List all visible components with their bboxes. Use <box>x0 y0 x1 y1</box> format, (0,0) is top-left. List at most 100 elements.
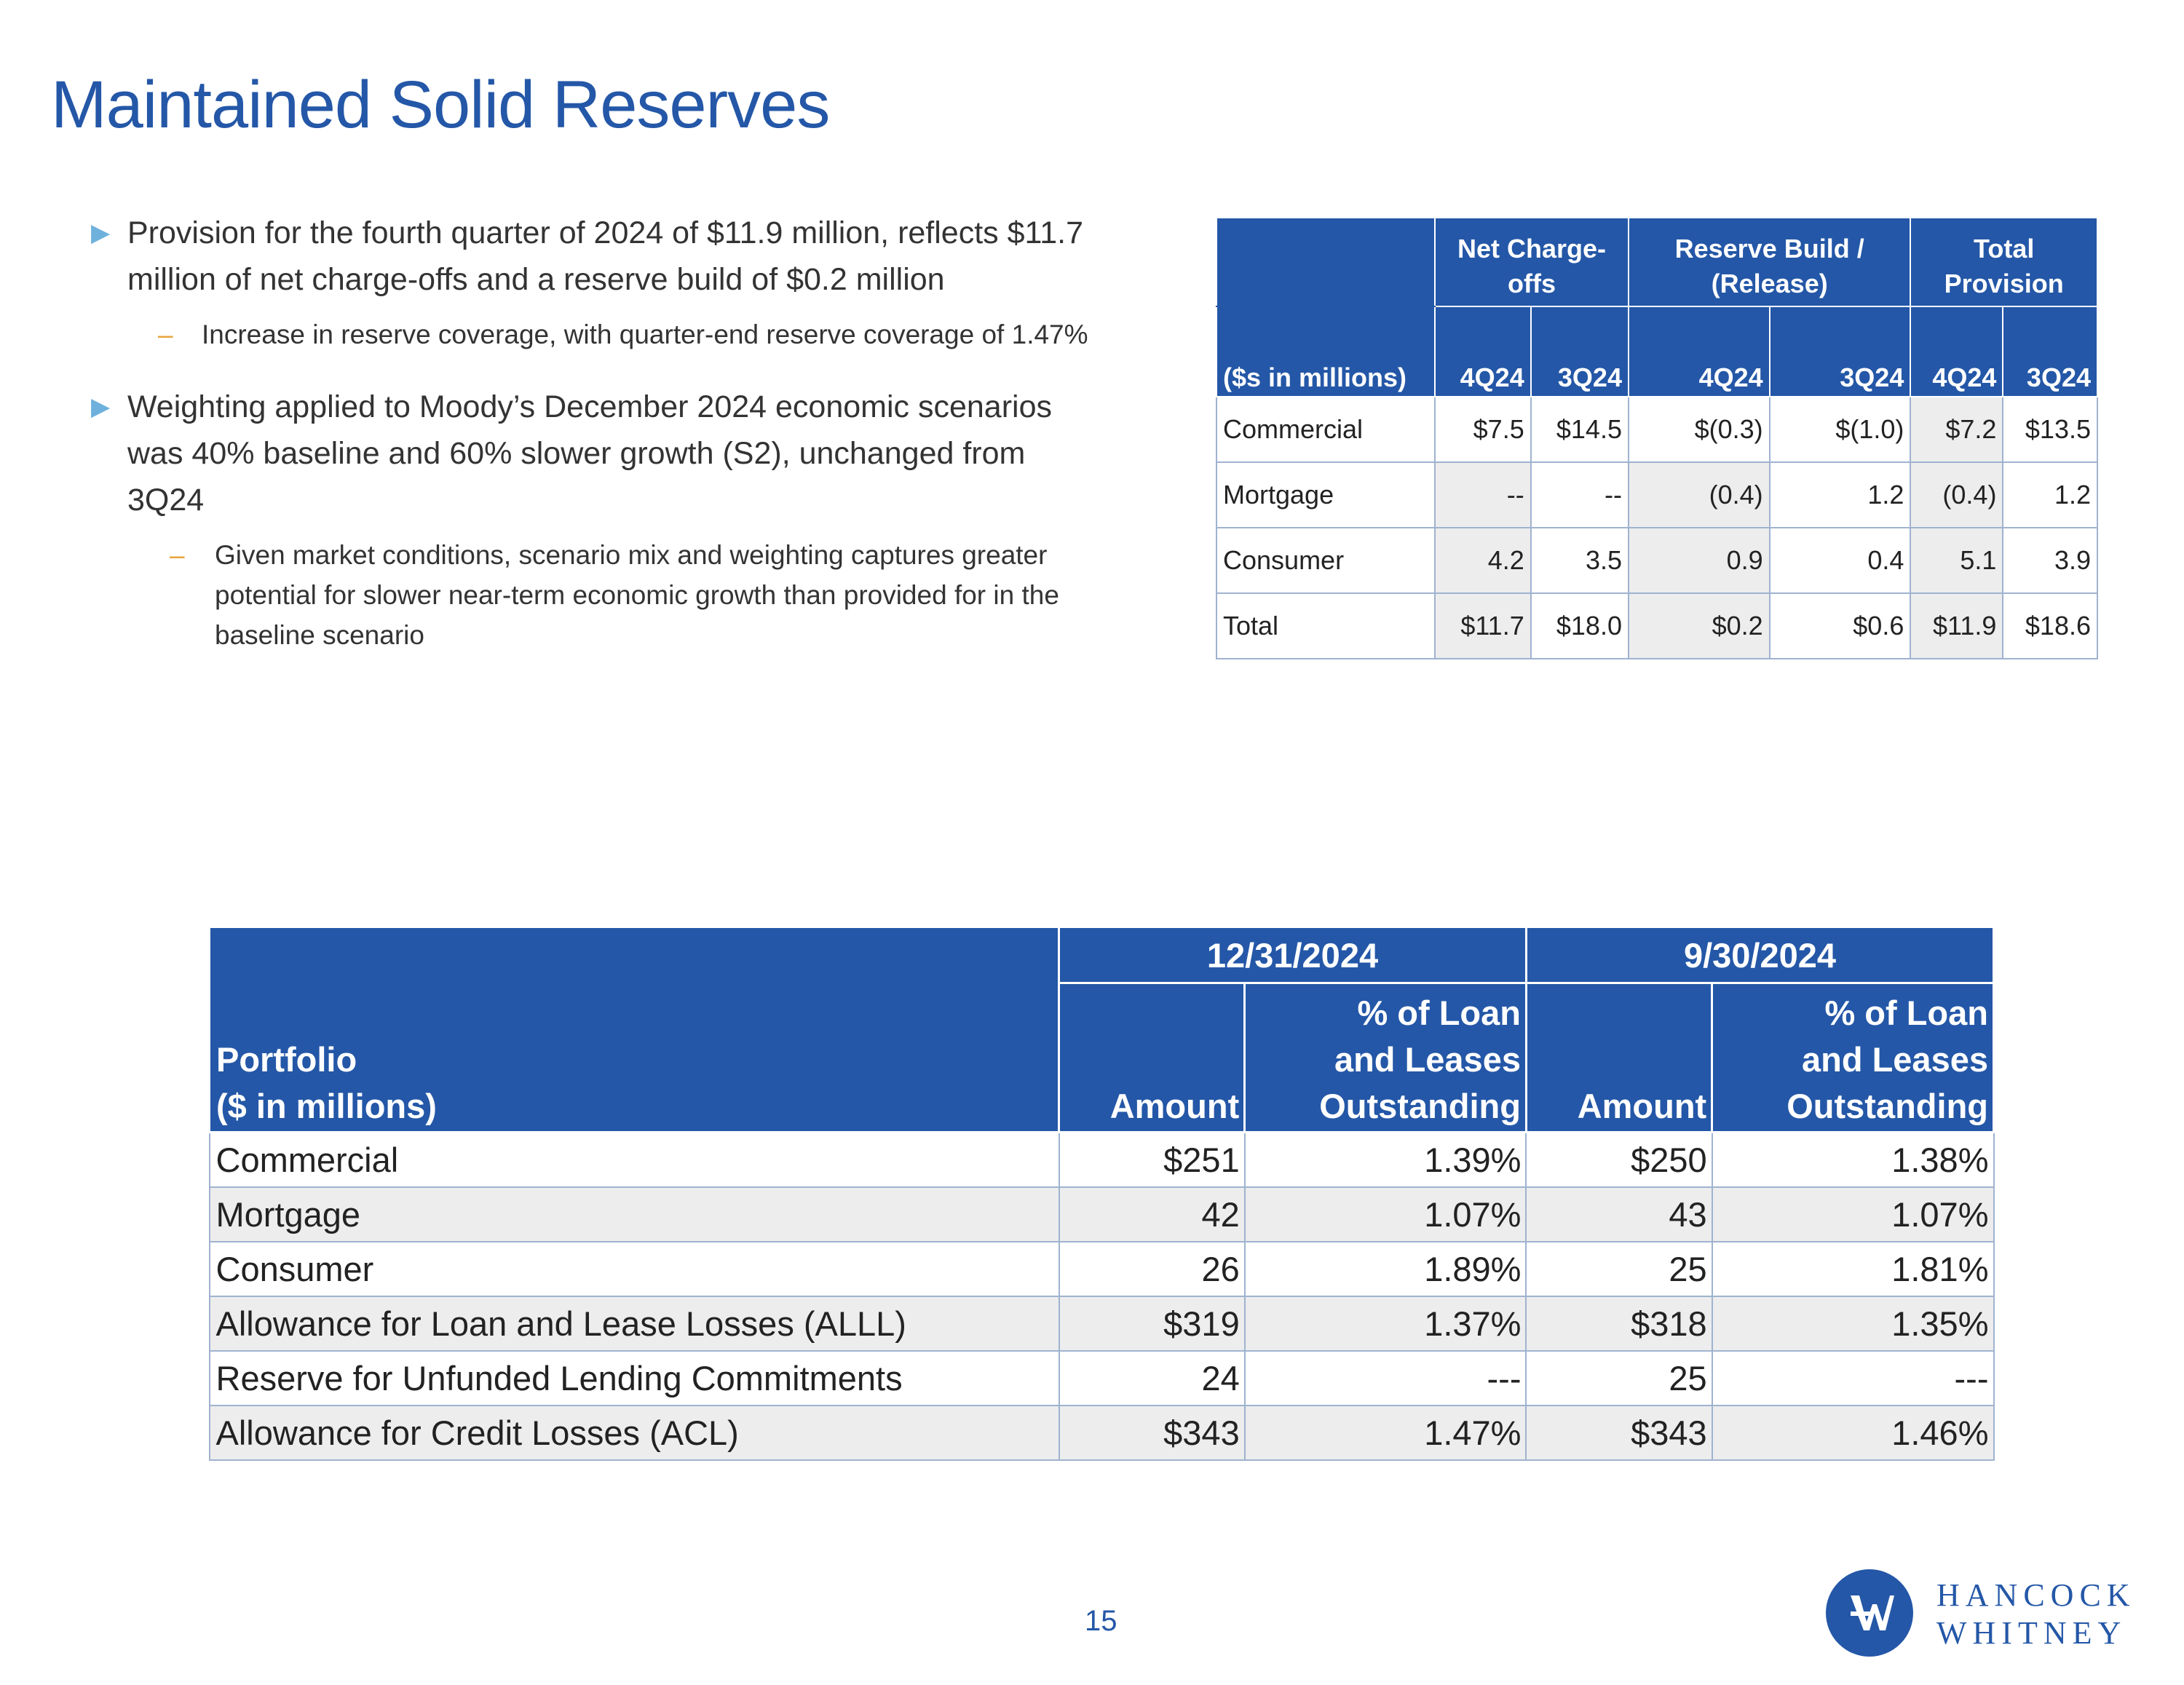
group-header-net-charge-offs: Net Charge-offs <box>1434 217 1629 307</box>
table-cell: 25 <box>1525 1241 1713 1297</box>
table-cell: $0.6 <box>1768 592 1912 659</box>
table-cell: $250 <box>1525 1131 1713 1188</box>
pct-line: Outstanding <box>1787 1087 1988 1125</box>
group-header-reserve-build: Reserve Build / (Release) <box>1627 217 1912 307</box>
bullet-list: ▶ Provision for the fourth quarter of 20… <box>91 210 1110 655</box>
table-cell: $11.9 <box>1910 592 2004 659</box>
bullet-item: ▶ Provision for the fourth quarter of 20… <box>91 210 1110 303</box>
table-cell: 1.37% <box>1243 1296 1527 1352</box>
dash-icon: – <box>158 320 173 349</box>
pct-line: and Leases <box>1334 1040 1521 1079</box>
table-cell: $343 <box>1058 1405 1246 1461</box>
logo-line-2: WHITNEY <box>1936 1615 2127 1651</box>
table-cell: $13.5 <box>2002 396 2098 463</box>
bullet-item: ▶ Weighting applied to Moody’s December … <box>91 384 1110 523</box>
group-header-total-provision: Total Provision <box>1910 217 2098 307</box>
table-cell: $18.6 <box>2002 592 2098 659</box>
bullet-text: Weighting applied to Moody’s December 20… <box>127 389 1053 518</box>
column-header-amount: Amount <box>1524 982 1714 1133</box>
table-cell: 43 <box>1525 1186 1713 1242</box>
pct-line: % of Loan <box>1824 994 1988 1032</box>
column-header-amount: Amount <box>1057 982 1246 1133</box>
table-cell: 1.38% <box>1711 1131 1995 1188</box>
logo-mark-icon <box>1826 1569 1913 1657</box>
table-cell: $7.2 <box>1910 396 2004 463</box>
table-row: Mortgage 42 1.07% 43 1.07% <box>208 1186 1995 1242</box>
table-row: Allowance for Credit Losses (ACL) $343 1… <box>208 1405 1995 1461</box>
table-cell: 1.81% <box>1711 1241 1995 1297</box>
unit-label: ($s in millions) <box>1216 306 1436 397</box>
table-cell: $319 <box>1058 1296 1246 1352</box>
row-label: Commercial <box>1216 396 1436 463</box>
sub-bullet-item: – Given market conditions, scenario mix … <box>91 535 1110 655</box>
table-cell: (0.4) <box>1910 461 2004 528</box>
pct-line: % of Loan <box>1357 994 1521 1032</box>
logo-wordmark: HANCOCK WHITNEY <box>1936 1577 2136 1652</box>
table-cell: $18.0 <box>1530 592 1629 659</box>
table-cell: --- <box>1711 1350 1995 1406</box>
table-cell: 4.2 <box>1434 527 1532 594</box>
row-label: Consumer <box>208 1241 1060 1297</box>
portfolio-label: Portfolio <box>216 1040 357 1079</box>
table-cell: $11.7 <box>1434 592 1532 659</box>
table-cell: $7.5 <box>1434 396 1532 463</box>
bullet-text: Provision for the fourth quarter of 2024… <box>127 215 1084 297</box>
provision-table: Net Charge-offs Reserve Build / (Release… <box>1216 217 2098 659</box>
table-cell: $14.5 <box>1530 396 1629 463</box>
row-label: Total <box>1216 592 1436 659</box>
table-row: Mortgage -- -- (0.4) 1.2 (0.4) 1.2 <box>1216 461 2098 528</box>
row-label: Reserve for Unfunded Lending Commitments <box>208 1350 1060 1406</box>
column-header-pct: % of Loan and Leases Outstanding <box>1711 982 1995 1133</box>
sub-bullet-text: Increase in reserve coverage, with quart… <box>202 320 1088 349</box>
table-cell: $318 <box>1525 1296 1713 1352</box>
table-cell: $(0.3) <box>1627 396 1770 463</box>
table-cell: 1.2 <box>1768 461 1912 528</box>
table-row: Allowance for Loan and Lease Losses (ALL… <box>208 1296 1995 1352</box>
table-cell: 24 <box>1058 1350 1246 1406</box>
triangle-right-icon: ▶ <box>91 393 111 421</box>
table-cell: -- <box>1530 461 1629 528</box>
table-cell: 5.1 <box>1910 527 2004 594</box>
table-row: Reserve for Unfunded Lending Commitments… <box>208 1350 1995 1406</box>
table-row: Commercial $251 1.39% $250 1.38% <box>208 1131 1995 1188</box>
column-header: 3Q24 <box>2002 306 2098 397</box>
page-title: Maintained Solid Reserves <box>51 68 830 142</box>
reserve-table: Portfolio ($ in millions) 12/31/2024 9/3… <box>208 926 1995 1461</box>
table-row: Commercial $7.5 $14.5 $(0.3) $(1.0) $7.2… <box>1216 396 2098 463</box>
table-cell: 1.46% <box>1711 1405 1995 1461</box>
row-label: Allowance for Credit Losses (ACL) <box>208 1405 1060 1461</box>
logo-line-1: HANCOCK <box>1936 1577 2136 1613</box>
sub-bullet-text: Given market conditions, scenario mix an… <box>215 540 1059 650</box>
table-cell: 1.39% <box>1243 1131 1527 1188</box>
unit-label: ($ in millions) <box>216 1087 437 1125</box>
row-label: Allowance for Loan and Lease Losses (ALL… <box>208 1296 1060 1352</box>
table-cell: $343 <box>1525 1405 1713 1461</box>
table-cell: 42 <box>1058 1186 1246 1242</box>
column-header: 4Q24 <box>1627 306 1770 397</box>
table-cell: 1.47% <box>1243 1405 1527 1461</box>
table-row: Consumer 4.2 3.5 0.9 0.4 5.1 3.9 <box>1216 527 2098 594</box>
table-cell: $0.2 <box>1627 592 1770 659</box>
table-cell: 0.4 <box>1768 527 1912 594</box>
table-cell: 1.35% <box>1711 1296 1995 1352</box>
table-cell: 25 <box>1525 1350 1713 1406</box>
column-header: 3Q24 <box>1768 306 1912 397</box>
table-cell: 1.07% <box>1711 1186 1995 1242</box>
table-cell: 3.9 <box>2002 527 2098 594</box>
row-label: Mortgage <box>1216 461 1436 528</box>
row-label: Consumer <box>1216 527 1436 594</box>
table-cell: 1.07% <box>1243 1186 1527 1242</box>
date-header: 12/31/2024 <box>1058 926 1527 984</box>
column-header-pct: % of Loan and Leases Outstanding <box>1243 982 1527 1133</box>
triangle-right-icon: ▶ <box>91 219 111 247</box>
table-cell: (0.4) <box>1627 461 1770 528</box>
column-header: 4Q24 <box>1910 306 2004 397</box>
pct-line: and Leases <box>1801 1040 1988 1079</box>
row-label: Mortgage <box>208 1186 1060 1242</box>
table-cell: -- <box>1434 461 1532 528</box>
pct-line: Outstanding <box>1319 1087 1521 1125</box>
sub-bullet-item: – Increase in reserve coverage, with qua… <box>91 314 1110 354</box>
table-cell: 0.9 <box>1627 527 1770 594</box>
column-header: 3Q24 <box>1530 306 1629 397</box>
table-row: Total $11.7 $18.0 $0.2 $0.6 $11.9 $18.6 <box>1216 592 2098 659</box>
